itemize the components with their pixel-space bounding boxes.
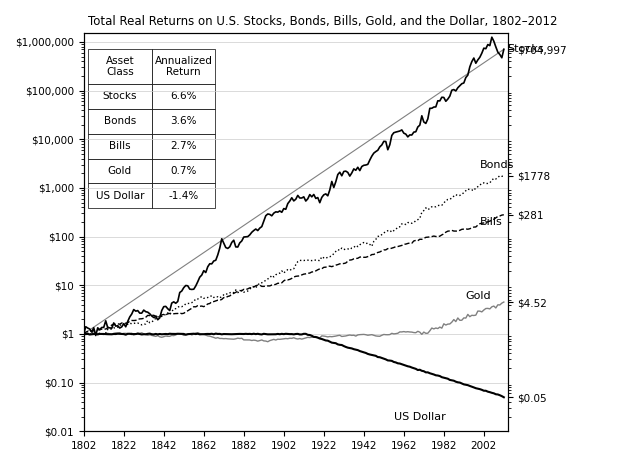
Text: US Dollar: US Dollar bbox=[394, 411, 446, 422]
Text: Bonds: Bonds bbox=[480, 160, 514, 170]
Text: Stocks: Stocks bbox=[507, 44, 543, 55]
Text: Total Real Returns on U.S. Stocks, Bonds, Bills, Gold, and the Dollar, 1802–2012: Total Real Returns on U.S. Stocks, Bonds… bbox=[88, 15, 558, 28]
Text: Gold: Gold bbox=[466, 291, 491, 301]
Text: Bills: Bills bbox=[480, 217, 503, 227]
